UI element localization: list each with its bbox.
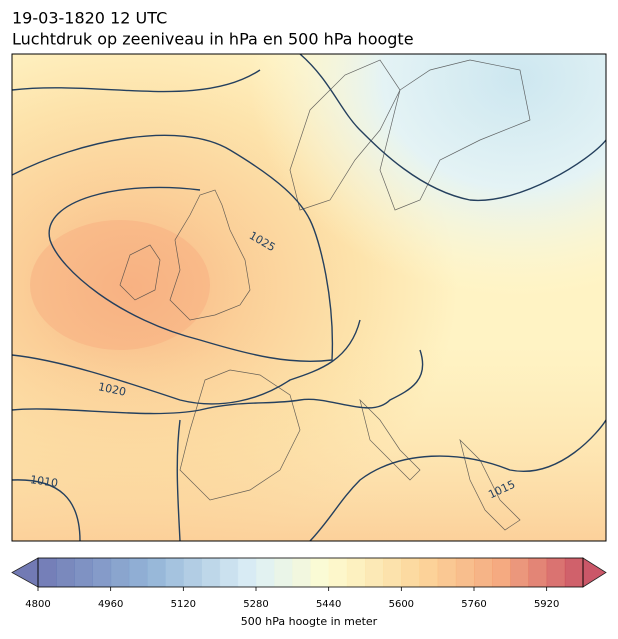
- colorbar-level: [56, 558, 75, 587]
- colorbar-level: [147, 558, 166, 587]
- colorbar-level: [492, 558, 511, 587]
- colorbar-level: [38, 558, 57, 587]
- colorbar-level: [292, 558, 311, 587]
- colorbar: 4800 4960 5120 5280 5440 5600 5760 5920: [11, 557, 607, 610]
- title: 19-03-1820 12 UTC: [12, 9, 167, 28]
- colorbar-tick-label: 5760: [461, 599, 486, 610]
- contour-label: 1010: [29, 473, 59, 490]
- colorbar-level: [128, 558, 148, 587]
- colorbar-tick-label: 5280: [243, 599, 268, 610]
- colorbar-level: [383, 558, 402, 587]
- map: 1025 1020 1010 1015: [12, 54, 606, 541]
- colorbar-level: [310, 558, 330, 587]
- colorbar-tick-label: 5120: [171, 599, 196, 610]
- coastlines: [119, 59, 531, 531]
- colorbar-extend-high: [582, 557, 607, 588]
- colorbar-level: [437, 558, 457, 587]
- isobars: [12, 54, 606, 541]
- colorbar-tick-label: 4800: [25, 599, 50, 610]
- colorbar-tick-label: 5920: [534, 599, 559, 610]
- colorbar-tick-label: 4960: [98, 599, 123, 610]
- colorbar-level: [219, 558, 239, 587]
- colorbar-level: [274, 558, 293, 587]
- colorbar-level: [183, 558, 202, 587]
- colorbar-level: [365, 558, 384, 587]
- colorbar-level: [346, 558, 366, 587]
- colorbar-level: [237, 558, 257, 587]
- colorbar-level: [510, 558, 529, 587]
- colorbar-extend-low: [11, 557, 39, 588]
- colorbar-level: [546, 558, 566, 587]
- colorbar-level: [256, 558, 275, 587]
- map-frame: [11, 53, 607, 542]
- colorbar-tick-label: 5600: [389, 599, 414, 610]
- colorbar-level: [74, 558, 93, 587]
- subtitle: Luchtdruk op zeeniveau in hPa en 500 hPa…: [12, 30, 414, 49]
- colorbar-level: [419, 558, 439, 587]
- colorbar-label: 500 hPa hoogte in meter: [241, 615, 378, 628]
- colorbar-frame: [37, 557, 584, 588]
- colorbar-level: [165, 558, 184, 587]
- colorbar-level: [92, 558, 112, 587]
- colorbar-level: [201, 558, 221, 587]
- colorbar-level: [528, 558, 548, 587]
- colorbar-tick-label: 5440: [316, 599, 341, 610]
- colorbar-level: [401, 558, 420, 587]
- colorbar-level: [328, 558, 348, 587]
- colorbar-level: [110, 558, 130, 587]
- colorbar-level: [455, 558, 475, 587]
- colorbar-level: [474, 558, 493, 587]
- contour-label: 1020: [97, 380, 127, 399]
- colorbar-level: [564, 558, 584, 587]
